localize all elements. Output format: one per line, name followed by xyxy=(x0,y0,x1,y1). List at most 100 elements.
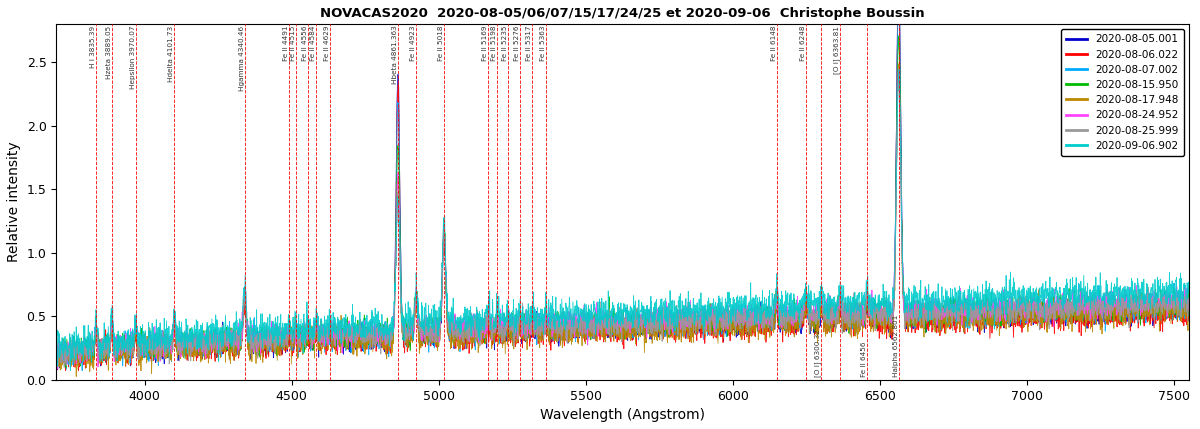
Y-axis label: Relative intensity: Relative intensity xyxy=(7,142,20,262)
Text: [O I] 6300.32: [O I] 6300.32 xyxy=(815,329,821,377)
2020-08-06.022 xyxy=(1182,314,1196,319)
Line: 2020-08-17.948: 2020-08-17.948 xyxy=(56,64,1189,377)
2020-08-25.999 xyxy=(419,333,433,338)
2020-08-06.022 xyxy=(853,324,868,329)
X-axis label: Wavelength (Angstrom): Wavelength (Angstrom) xyxy=(540,408,706,422)
2020-08-25.999 xyxy=(947,304,961,309)
2020-08-05.001 xyxy=(947,320,961,326)
2020-08-06.022 xyxy=(59,368,73,373)
2020-08-15.950 xyxy=(853,305,868,310)
2020-08-17.948 xyxy=(1028,312,1043,317)
2020-08-17.948 xyxy=(947,311,961,316)
Text: Hzeta 3889.05: Hzeta 3889.05 xyxy=(106,26,112,79)
2020-08-25.999 xyxy=(1182,296,1196,301)
Text: Fe II 4923: Fe II 4923 xyxy=(410,26,416,61)
2020-08-05.001 xyxy=(49,345,64,350)
2020-08-17.948 xyxy=(772,315,786,320)
2020-08-15.950 xyxy=(1182,299,1196,305)
2020-08-25.999 xyxy=(466,326,480,332)
2020-08-07.002 xyxy=(853,323,868,328)
Text: Fe II 6456: Fe II 6456 xyxy=(862,342,868,377)
2020-08-15.950 xyxy=(466,322,480,327)
2020-08-07.002 xyxy=(1028,309,1043,314)
2020-09-06.902 xyxy=(853,312,868,317)
Text: Fe II 4515: Fe II 4515 xyxy=(290,26,296,61)
2020-08-06.022 xyxy=(419,332,433,337)
Text: Fe II 5169: Fe II 5169 xyxy=(482,26,488,61)
2020-08-25.999 xyxy=(49,341,64,346)
2020-08-17.948 xyxy=(466,334,480,339)
2020-08-15.950 xyxy=(772,300,786,305)
2020-09-06.902 xyxy=(64,368,78,373)
2020-08-24.952 xyxy=(772,307,786,312)
2020-08-24.952 xyxy=(1028,310,1043,315)
2020-08-15.950 xyxy=(1028,314,1043,319)
2020-08-17.948 xyxy=(49,354,64,359)
Text: Fe II 5363: Fe II 5363 xyxy=(540,26,546,61)
Line: 2020-08-05.001: 2020-08-05.001 xyxy=(56,0,1189,370)
2020-08-15.950 xyxy=(947,304,961,309)
Text: Hdelta 4101.73: Hdelta 4101.73 xyxy=(168,26,174,82)
2020-08-25.999 xyxy=(772,307,786,312)
2020-09-06.902 xyxy=(419,322,433,327)
2020-08-17.948 xyxy=(1182,303,1196,308)
Text: Fe II 5276: Fe II 5276 xyxy=(514,26,520,61)
2020-09-06.902 xyxy=(1182,291,1196,296)
2020-08-06.022 xyxy=(1028,321,1043,326)
Text: Fe II 4629: Fe II 4629 xyxy=(324,26,330,61)
2020-08-07.002 xyxy=(74,368,89,373)
Line: 2020-09-06.902: 2020-09-06.902 xyxy=(56,69,1189,371)
2020-08-25.999 xyxy=(56,365,71,370)
2020-09-06.902 xyxy=(466,317,480,323)
2020-08-05.001 xyxy=(1028,316,1043,321)
2020-09-06.902 xyxy=(1028,287,1043,292)
Text: Fe II 4556: Fe II 4556 xyxy=(302,26,308,61)
Text: Fe II 5018: Fe II 5018 xyxy=(438,26,444,61)
Text: Hepsilon 3970.07: Hepsilon 3970.07 xyxy=(130,26,136,89)
Title: NOVACAS2020  2020-08-05/06/07/15/17/24/25 et 2020-09-06  Christophe Boussin: NOVACAS2020 2020-08-05/06/07/15/17/24/25… xyxy=(320,7,925,20)
2020-08-06.022 xyxy=(49,358,64,363)
2020-08-06.022 xyxy=(772,326,786,332)
2020-08-24.952 xyxy=(466,311,480,317)
2020-08-07.002 xyxy=(466,329,480,334)
2020-08-07.002 xyxy=(947,303,961,308)
Text: Fe II 6148: Fe II 6148 xyxy=(770,26,776,61)
2020-08-07.002 xyxy=(772,307,786,312)
2020-09-06.902 xyxy=(892,67,906,72)
2020-08-25.999 xyxy=(853,299,868,305)
2020-08-07.002 xyxy=(1182,300,1196,305)
2020-08-24.952 xyxy=(419,325,433,330)
Line: 2020-08-07.002: 2020-08-07.002 xyxy=(56,0,1189,371)
2020-08-17.948 xyxy=(892,61,906,66)
2020-08-24.952 xyxy=(853,318,868,323)
2020-08-24.952 xyxy=(947,303,961,308)
Text: H I 3835.39: H I 3835.39 xyxy=(90,26,96,68)
2020-08-24.952 xyxy=(49,353,64,358)
2020-08-05.001 xyxy=(772,314,786,319)
Text: Fe II 5317: Fe II 5317 xyxy=(526,26,532,61)
2020-08-06.022 xyxy=(466,333,480,338)
Line: 2020-08-25.999: 2020-08-25.999 xyxy=(56,77,1189,367)
2020-08-05.001 xyxy=(419,335,433,340)
2020-08-05.001 xyxy=(466,317,480,322)
2020-08-06.022 xyxy=(947,314,961,319)
2020-09-06.902 xyxy=(947,308,961,313)
Line: 2020-08-06.022: 2020-08-06.022 xyxy=(56,0,1189,371)
2020-09-06.902 xyxy=(772,296,786,301)
2020-08-05.001 xyxy=(853,320,868,325)
Legend: 2020-08-05.001, 2020-08-06.022, 2020-08-07.002, 2020-08-15.950, 2020-08-17.948, : 2020-08-05.001, 2020-08-06.022, 2020-08-… xyxy=(1061,29,1184,156)
2020-08-15.950 xyxy=(419,329,433,335)
Text: Hbeta 4861.363: Hbeta 4861.363 xyxy=(392,26,398,85)
Text: Fe II 5198: Fe II 5198 xyxy=(491,26,497,61)
2020-08-15.950 xyxy=(892,33,906,39)
2020-08-07.002 xyxy=(419,332,433,338)
Text: Hgamma 4340.46: Hgamma 4340.46 xyxy=(239,26,245,91)
2020-08-07.002 xyxy=(49,341,64,347)
2020-08-05.001 xyxy=(1182,299,1196,305)
2020-08-17.948 xyxy=(853,310,868,315)
2020-08-25.999 xyxy=(892,74,906,79)
Text: Fe II 6248: Fe II 6248 xyxy=(800,26,806,61)
2020-08-15.950 xyxy=(49,351,64,356)
2020-09-06.902 xyxy=(49,346,64,351)
Text: Fe II 4491: Fe II 4491 xyxy=(283,26,289,61)
